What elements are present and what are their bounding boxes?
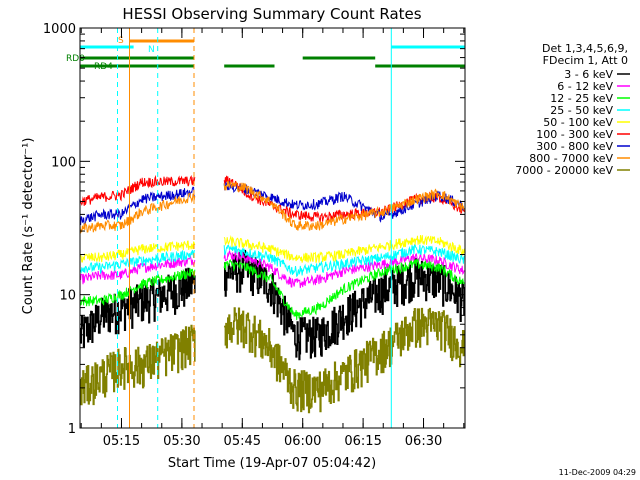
x-tick-label-4: 06:15 <box>344 434 381 449</box>
y-tick-label-2: 100 <box>51 155 76 170</box>
legend-label-0: 3 - 6 keV <box>564 68 613 81</box>
series-line-3 <box>79 244 465 278</box>
footer-timestamp: 11-Dec-2009 04:29 <box>559 468 636 477</box>
event-markers <box>117 28 466 428</box>
legend-header-1: FDecim 1, Att 0 <box>543 54 628 67</box>
x-tick-label-2: 05:45 <box>224 434 261 449</box>
x-tick-label-5: 06:30 <box>405 434 442 449</box>
axes: 1 10 100 1000 05:15 05:30 05:45 06:00 06:15 06:30 <box>43 22 466 449</box>
y-tick-label-0: 1 <box>68 422 76 437</box>
x-axis-label: Start Time (19-Apr-07 05:04:42) <box>168 456 376 471</box>
series-line-0 <box>79 249 466 361</box>
status-label-rd0: RD0 <box>66 54 85 64</box>
legend-label-2: 12 - 25 keV <box>550 92 613 105</box>
series-line-8 <box>79 307 466 414</box>
legend: Det 1,3,4,5,6,9,FDecim 1, Att 03 - 6 keV… <box>515 42 630 177</box>
legend-label-6: 300 - 800 keV <box>536 140 613 153</box>
status-label-night: N <box>148 45 155 55</box>
y-tick-label-1: 10 <box>59 289 76 304</box>
status-label-saa: S <box>118 36 124 46</box>
legend-label-5: 100 - 300 keV <box>536 128 613 141</box>
legend-label-7: 800 - 7000 keV <box>529 152 613 165</box>
status-label-rd4: RD4 <box>94 62 113 72</box>
x-tick-label-3: 06:00 <box>284 434 321 449</box>
series-line-4 <box>79 235 466 264</box>
y-tick-label-3: 1000 <box>43 22 76 37</box>
legend-label-3: 25 - 50 keV <box>550 104 613 117</box>
x-tick-label-0: 05:15 <box>103 434 140 449</box>
series-line-1 <box>79 249 465 288</box>
series-line-7 <box>79 180 465 234</box>
chart-title: HESSI Observing Summary Count Rates <box>122 5 421 23</box>
series-line-2 <box>79 257 465 321</box>
legend-label-4: 50 - 100 keV <box>543 116 613 129</box>
x-tick-label-1: 05:30 <box>163 434 200 449</box>
plot-frame <box>79 27 466 429</box>
legend-label-8: 7000 - 20000 keV <box>515 164 613 177</box>
legend-header-0: Det 1,3,4,5,6,9, <box>542 42 628 55</box>
y-axis-label: Count Rate (s⁻¹ detector⁻¹) <box>21 138 36 315</box>
status-bars: S N RD0 RD4 <box>66 36 465 72</box>
legend-label-1: 6 - 12 keV <box>557 80 613 93</box>
plot-area <box>79 174 466 414</box>
